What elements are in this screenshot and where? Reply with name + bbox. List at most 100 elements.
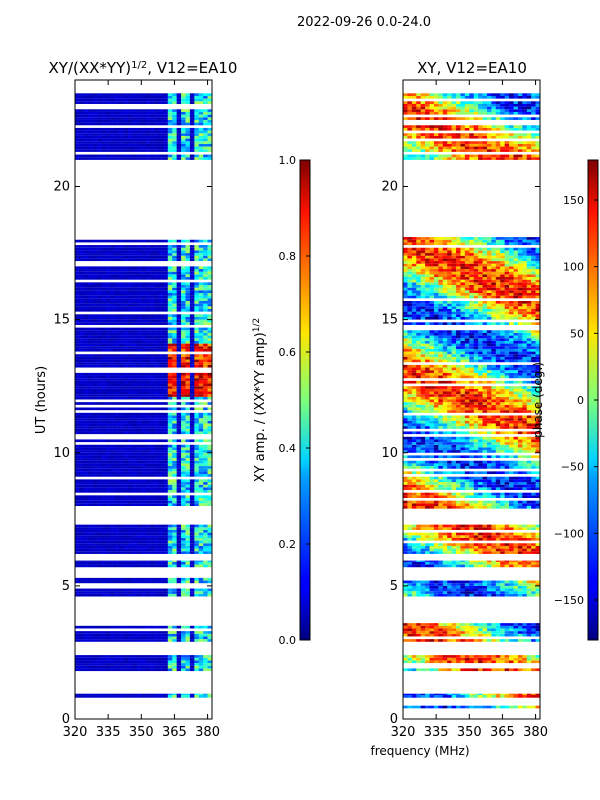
heatmap-cell [526, 625, 532, 629]
heatmap-cell [167, 633, 173, 637]
heatmap-cell [92, 109, 98, 112]
heatmap-cell [88, 277, 93, 280]
heatmap-cell [491, 564, 497, 568]
heatmap-cell [464, 623, 470, 626]
heatmap-cell [123, 394, 129, 397]
heatmap-cell [420, 593, 426, 597]
heatmap-cell [198, 335, 204, 339]
heatmap-cell [101, 141, 107, 144]
heatmap-cell [75, 668, 80, 672]
heatmap-cell [123, 548, 129, 552]
heatmap-cell [75, 532, 80, 536]
heatmap-cell [526, 580, 532, 584]
heatmap-cell [194, 431, 200, 435]
heatmap-cell [110, 383, 116, 387]
heatmap-cell [189, 383, 195, 387]
heatmap-cell [189, 266, 195, 270]
heatmap-cell [79, 356, 85, 360]
heatmap-cell [433, 633, 439, 637]
heatmap-cell [79, 372, 85, 376]
heatmap-cell [194, 545, 200, 549]
heatmap-cell [123, 109, 129, 112]
heatmap-cell [150, 444, 155, 448]
heatmap-cell [167, 498, 173, 501]
heatmap-cell [92, 93, 98, 96]
heatmap-cell [150, 537, 155, 541]
heatmap-cell [101, 418, 107, 421]
heatmap-cell [101, 548, 107, 552]
heatmap-cell [128, 306, 133, 309]
heatmap-cell [141, 636, 147, 640]
heatmap-cell [163, 143, 169, 147]
heatmap-cell [97, 428, 102, 432]
heatmap-cell [207, 466, 212, 469]
heatmap-cell [128, 117, 133, 120]
heatmap-cell [176, 141, 182, 144]
heatmap-cell [189, 561, 195, 565]
heatmap-cell [97, 402, 102, 405]
heatmap-cell [198, 149, 204, 152]
heatmap-cell [75, 253, 80, 256]
heatmap-cell [92, 503, 98, 506]
heatmap-cell [128, 245, 133, 248]
heatmap-cell [110, 420, 116, 424]
heatmap-cell [531, 560, 536, 562]
heatmap-cell [207, 524, 212, 528]
heatmap-cell [194, 657, 200, 661]
heatmap-cell [114, 380, 120, 384]
heatmap-cell [145, 356, 151, 360]
heatmap-cell [79, 316, 85, 320]
heatmap-cell [83, 693, 89, 696]
heatmap-cell [150, 306, 155, 309]
heatmap-cell [150, 639, 155, 642]
heatmap-cell [198, 101, 204, 104]
heatmap-cell [132, 146, 138, 150]
heatmap-cell [88, 460, 93, 464]
heatmap-cell [101, 663, 107, 666]
heatmap-cell [83, 439, 89, 443]
heatmap-cell [181, 407, 186, 411]
heatmap-cell [207, 378, 212, 381]
heatmap-cell [181, 109, 186, 112]
heatmap-cell [203, 428, 208, 432]
heatmap-cell [473, 633, 479, 637]
heatmap-cell [92, 484, 98, 488]
heatmap-cell [141, 524, 147, 528]
heatmap-cell [163, 529, 169, 533]
heatmap-cell [128, 149, 133, 152]
heatmap-cell [447, 695, 452, 698]
heatmap-cell [75, 460, 80, 464]
heatmap-cell [145, 348, 151, 352]
heatmap-cell [83, 391, 89, 395]
heatmap-cell [105, 383, 111, 387]
heatmap-cell [185, 458, 191, 461]
heatmap-cell [132, 551, 138, 554]
heatmap-cell [203, 362, 208, 365]
heatmap-cell [145, 633, 151, 637]
heatmap-cell [158, 348, 164, 352]
heatmap-cell [88, 93, 93, 96]
heatmap-cell [128, 415, 133, 419]
heatmap-cell [123, 245, 129, 248]
heatmap-cell [145, 463, 151, 467]
heatmap-cell [526, 695, 532, 698]
heatmap-cell [123, 593, 129, 597]
heatmap-cell [495, 633, 501, 637]
heatmap-cell [185, 631, 191, 634]
heatmap-cell [154, 415, 160, 419]
heatmap-cell [469, 583, 475, 586]
heatmap-cell [92, 455, 98, 459]
x-tick-label: 380 [195, 725, 220, 740]
heatmap-cell [145, 593, 151, 597]
heatmap-cell [167, 458, 173, 461]
heatmap-cell [145, 487, 151, 491]
heatmap-cell [163, 561, 169, 565]
heatmap-cell [420, 628, 426, 632]
heatmap-cell [119, 458, 124, 461]
heatmap-cell [150, 154, 155, 158]
heatmap-cell [172, 343, 177, 347]
heatmap-cell [473, 668, 479, 672]
heatmap-cell [189, 314, 195, 317]
heatmap-cell [198, 439, 204, 443]
heatmap-cell [123, 308, 129, 312]
